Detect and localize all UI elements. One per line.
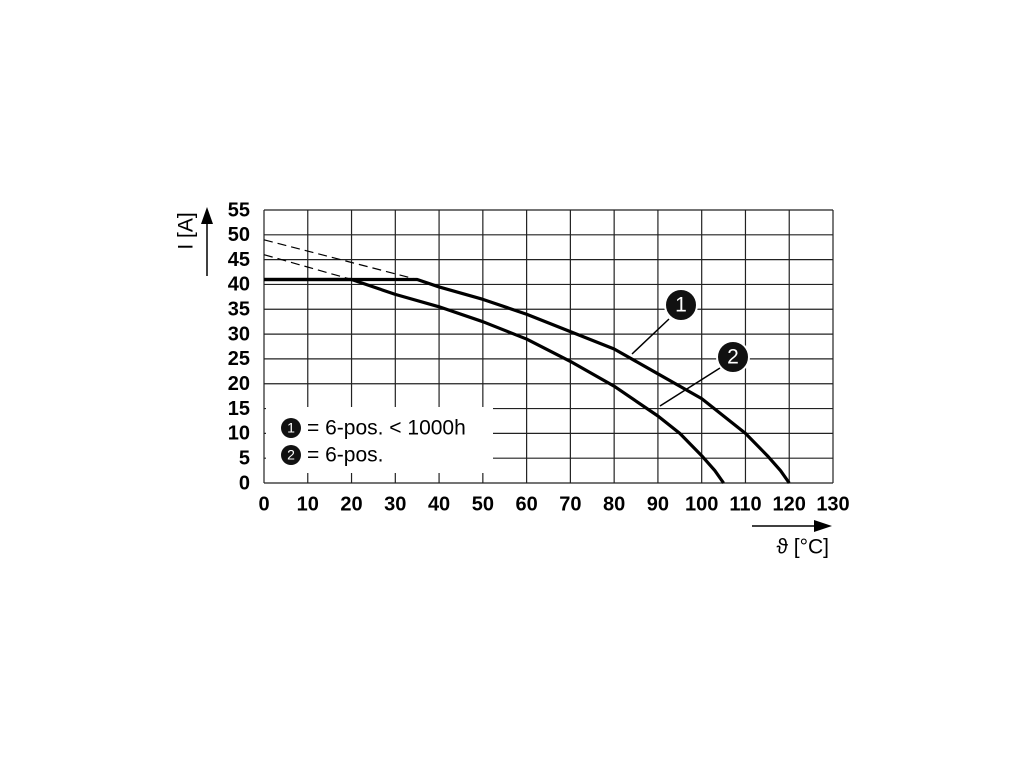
x-tick-label: 60 bbox=[515, 493, 537, 515]
y-tick-label: 30 bbox=[228, 323, 250, 345]
callout-number: 2 bbox=[727, 346, 739, 369]
curves bbox=[263, 239, 791, 484]
y-tick-label: 15 bbox=[228, 398, 250, 420]
x-tick-label: 70 bbox=[559, 493, 581, 515]
y-tick-label: 10 bbox=[228, 423, 250, 445]
x-tick-label: 0 bbox=[258, 493, 269, 515]
x-axis-label: ϑ [°C] bbox=[776, 536, 829, 559]
legend-marker bbox=[281, 418, 301, 438]
x-tick-label: 30 bbox=[384, 493, 406, 515]
y-tick-label: 5 bbox=[239, 447, 250, 469]
legend: 1 = 6-pos. < 1000h 2 = 6-pos. bbox=[281, 417, 466, 467]
legend-marker bbox=[281, 445, 301, 465]
callout-leader bbox=[631, 318, 670, 355]
callout bbox=[716, 340, 750, 374]
y-tick-label: 0 bbox=[239, 472, 250, 494]
callout-leader bbox=[659, 367, 721, 407]
y-axis-label: I [A] bbox=[175, 212, 198, 249]
x-tick-label: 120 bbox=[773, 493, 806, 515]
x-tick-label: 40 bbox=[428, 493, 450, 515]
extrapolation-line bbox=[263, 239, 418, 281]
x-tick-label: 90 bbox=[647, 493, 669, 515]
y-tick-label: 20 bbox=[228, 373, 250, 395]
legend-label: = 6-pos. bbox=[307, 444, 383, 467]
x-tick-label: 100 bbox=[685, 493, 718, 515]
legend-box bbox=[266, 407, 493, 473]
legend-marker-number: 2 bbox=[287, 447, 295, 463]
legend-label: = 6-pos. < 1000h bbox=[307, 417, 466, 440]
y-tick-label: 35 bbox=[228, 299, 250, 321]
extrapolation-line bbox=[263, 254, 352, 281]
y-tick-label: 50 bbox=[228, 224, 250, 246]
y-tick-label: 55 bbox=[228, 199, 250, 221]
callout-number: 1 bbox=[675, 294, 687, 317]
x-tick-label: 20 bbox=[340, 493, 362, 515]
y-tick-label: 25 bbox=[228, 348, 250, 370]
x-tick-label: 50 bbox=[472, 493, 494, 515]
x-arrowhead bbox=[814, 520, 832, 532]
x-tick-label: 110 bbox=[729, 493, 761, 515]
curve bbox=[264, 277, 791, 484]
y-tick-label: 40 bbox=[228, 274, 250, 296]
legend-marker-number: 1 bbox=[287, 420, 295, 436]
y-arrowhead bbox=[201, 207, 213, 224]
y-tick-label: 45 bbox=[228, 249, 250, 271]
curve bbox=[264, 277, 725, 484]
x-tick-label: 130 bbox=[816, 493, 849, 515]
x-tick-label: 80 bbox=[603, 493, 625, 515]
x-tick-label: 10 bbox=[297, 493, 319, 515]
callout bbox=[664, 288, 698, 322]
